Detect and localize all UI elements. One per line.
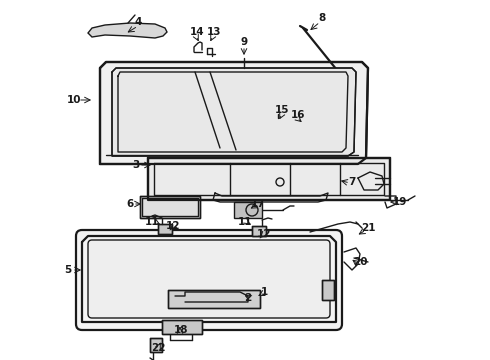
Polygon shape	[88, 23, 167, 38]
Polygon shape	[274, 118, 286, 126]
Text: 9: 9	[241, 37, 247, 47]
Text: 4: 4	[134, 17, 142, 27]
Text: 11: 11	[238, 217, 252, 227]
Polygon shape	[100, 62, 368, 164]
Text: 17: 17	[251, 199, 265, 209]
Text: 13: 13	[207, 27, 221, 37]
Text: 19: 19	[393, 197, 407, 207]
Text: 11: 11	[145, 217, 159, 227]
Text: 7: 7	[348, 177, 356, 187]
Polygon shape	[82, 236, 336, 322]
Polygon shape	[168, 290, 260, 308]
Text: 14: 14	[190, 27, 204, 37]
Text: 1: 1	[260, 287, 268, 297]
Polygon shape	[112, 68, 356, 156]
Text: 8: 8	[318, 13, 326, 23]
Text: 5: 5	[64, 265, 72, 275]
Text: 20: 20	[353, 257, 367, 267]
Text: 18: 18	[174, 325, 188, 335]
Text: 21: 21	[361, 223, 375, 233]
Polygon shape	[234, 202, 262, 218]
FancyBboxPatch shape	[88, 240, 330, 318]
Text: 12: 12	[166, 221, 180, 231]
Text: 16: 16	[291, 110, 305, 120]
Text: 2: 2	[245, 293, 252, 303]
Polygon shape	[150, 338, 162, 352]
Polygon shape	[322, 280, 334, 300]
Polygon shape	[288, 122, 308, 130]
Text: 15: 15	[275, 105, 289, 115]
Text: 22: 22	[151, 343, 165, 353]
Text: 10: 10	[67, 95, 81, 105]
Polygon shape	[148, 158, 390, 200]
Text: 12: 12	[257, 229, 271, 239]
Polygon shape	[158, 224, 172, 234]
FancyBboxPatch shape	[76, 230, 342, 330]
Polygon shape	[140, 196, 200, 218]
Polygon shape	[162, 320, 202, 334]
Text: 3: 3	[132, 160, 140, 170]
Polygon shape	[252, 226, 266, 236]
Text: 6: 6	[126, 199, 134, 209]
